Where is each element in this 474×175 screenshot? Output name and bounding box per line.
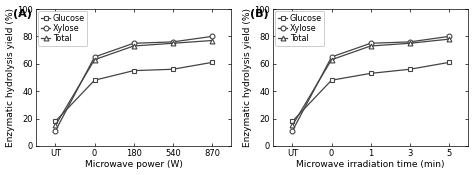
Total (368, 45, 374, 47)
Xylose (407, 41, 412, 43)
Glucose (209, 61, 215, 64)
Glucose (328, 79, 334, 81)
Line: Total: Total (53, 38, 214, 128)
Line: Xylose: Xylose (290, 34, 451, 133)
Xylose (290, 130, 295, 132)
Line: Glucose: Glucose (290, 60, 451, 124)
Total (328, 59, 334, 61)
Xylose (368, 42, 374, 44)
Xylose (91, 56, 97, 58)
Glucose (446, 61, 452, 64)
Total (91, 59, 97, 61)
Xylose (446, 35, 452, 37)
Xylose (170, 41, 175, 43)
Glucose (91, 79, 97, 81)
Glucose (53, 120, 58, 122)
Line: Glucose: Glucose (53, 60, 214, 124)
Glucose (131, 70, 137, 72)
Total (290, 124, 295, 126)
Total (131, 45, 137, 47)
Legend: Glucose, Xylose, Total: Glucose, Xylose, Total (38, 12, 87, 46)
Xylose (328, 56, 334, 58)
Legend: Glucose, Xylose, Total: Glucose, Xylose, Total (275, 12, 324, 46)
Total (446, 38, 452, 40)
X-axis label: Microwave power (W): Microwave power (W) (85, 160, 182, 169)
Text: (A): (A) (13, 9, 32, 19)
Xylose (53, 130, 58, 132)
Xylose (209, 35, 215, 37)
Line: Total: Total (290, 37, 451, 128)
Total (53, 124, 58, 126)
Total (407, 42, 412, 44)
Glucose (290, 120, 295, 122)
Xylose (131, 42, 137, 44)
X-axis label: Microwave irradiation time (min): Microwave irradiation time (min) (296, 160, 445, 169)
Line: Xylose: Xylose (53, 34, 214, 133)
Glucose (407, 68, 412, 70)
Y-axis label: Enzymatic hydrolysis yield (%): Enzymatic hydrolysis yield (%) (6, 8, 15, 147)
Y-axis label: Enzymatic hydrolysis yield (%): Enzymatic hydrolysis yield (%) (243, 8, 252, 147)
Total (209, 40, 215, 42)
Total (170, 42, 175, 44)
Glucose (170, 68, 175, 70)
Glucose (368, 72, 374, 74)
Text: (B): (B) (250, 9, 269, 19)
